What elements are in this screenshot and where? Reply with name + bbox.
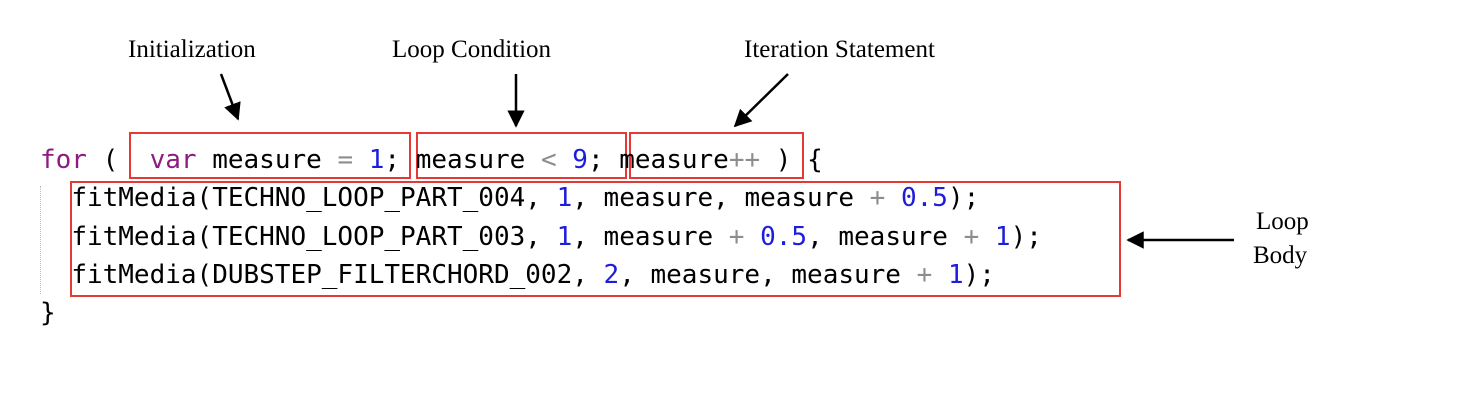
label-loop-body-line2: Body [1253,242,1308,269]
increment-operator: ++ [728,145,761,175]
code-line-body-2: fitMedia(TECHNO_LOOP_PART_003, 1, measur… [71,222,1042,252]
code-line-for-header: for ( var measure = 1; measure < 9; meas… [40,145,823,175]
label-initialization: Initialization [128,36,256,63]
initialization-box [129,132,411,179]
indent-guide [40,186,41,294]
code-line-close-brace: } [40,298,56,328]
iter-variable: measure [619,145,729,175]
arrow-initialization [219,73,241,121]
code-line-body-1: fitMedia(TECHNO_LOOP_PART_004, 1, measur… [71,183,980,213]
var-keyword: var [149,145,197,175]
init-value: 1 [368,145,385,175]
cond-value: 9 [572,145,588,175]
arrow-iteration-statement [733,73,789,128]
label-loop-condition: Loop Condition [392,36,552,63]
code-line-body-3: fitMedia(DUBSTEP_FILTERCHORD_002, 2, mea… [71,260,995,290]
cond-variable: measure [415,145,526,175]
loop-body-box [70,181,1121,297]
for-keyword: for [40,145,87,175]
loop-condition-box [416,132,627,179]
label-iteration-statement: Iteration Statement [744,36,935,63]
init-variable: measure [212,145,322,175]
label-loop-body-line1: Loop [1256,208,1309,235]
iteration-statement-box [629,132,804,179]
